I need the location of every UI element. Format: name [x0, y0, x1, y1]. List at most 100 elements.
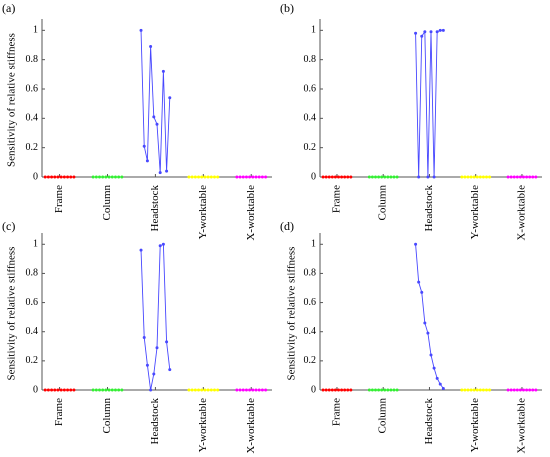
point — [155, 122, 159, 126]
point — [197, 388, 201, 392]
point — [472, 175, 476, 179]
point — [349, 175, 353, 179]
x-tick-label: Column — [101, 398, 113, 434]
point — [528, 175, 532, 179]
point — [235, 388, 239, 392]
point — [343, 175, 347, 179]
panel-label: (d) — [280, 219, 294, 233]
point — [241, 175, 245, 179]
point — [340, 388, 344, 392]
point — [522, 388, 525, 392]
point — [120, 175, 124, 179]
y-tick-label: 0.6 — [26, 83, 39, 94]
point — [374, 388, 377, 392]
series-line — [140, 30, 171, 173]
point — [206, 388, 210, 392]
point — [478, 388, 482, 392]
point — [187, 175, 191, 179]
point — [216, 388, 220, 392]
point — [56, 175, 60, 179]
point — [389, 388, 393, 392]
point — [53, 175, 57, 179]
point — [251, 175, 255, 179]
point — [139, 248, 143, 252]
point — [383, 175, 387, 179]
point — [69, 175, 73, 179]
point — [145, 363, 149, 367]
point — [466, 175, 470, 179]
point — [216, 175, 220, 179]
y-tick-label: 0.8 — [26, 54, 39, 65]
point — [206, 175, 210, 179]
point — [257, 388, 261, 392]
point — [110, 175, 114, 179]
point — [324, 388, 328, 392]
point — [66, 175, 70, 179]
y-tick-label: 1 — [311, 239, 316, 250]
point — [330, 175, 334, 179]
y-tick-label: 0.8 — [304, 268, 317, 279]
point — [392, 175, 396, 179]
point — [203, 175, 207, 179]
y-tick-label: 0.2 — [26, 355, 39, 366]
point — [158, 171, 162, 175]
point — [66, 388, 70, 392]
point — [260, 175, 264, 179]
point — [469, 175, 473, 179]
point — [525, 175, 529, 179]
y-tick-label: 0 — [311, 171, 316, 182]
point — [395, 175, 399, 179]
point — [472, 388, 476, 392]
x-tick-label: Headstock — [149, 185, 161, 232]
point — [101, 388, 105, 392]
point — [346, 388, 350, 392]
point — [94, 175, 98, 179]
point — [481, 175, 485, 179]
y-tick-label: 0.4 — [304, 113, 317, 124]
point — [370, 388, 374, 392]
point — [367, 388, 371, 392]
point — [441, 28, 445, 32]
point — [515, 388, 519, 392]
panel-label: (c) — [2, 219, 15, 233]
y-tick-label: 0.8 — [304, 54, 317, 65]
point — [264, 388, 268, 392]
point — [241, 388, 245, 392]
y-tick-label: 0.2 — [26, 142, 39, 153]
point — [110, 388, 114, 392]
point — [161, 69, 165, 73]
point — [463, 388, 467, 392]
x-tick-label: Frame — [330, 185, 342, 213]
y-tick-label: 0.8 — [26, 268, 39, 279]
point — [380, 388, 384, 392]
point — [98, 175, 101, 179]
point — [333, 388, 337, 392]
point — [346, 175, 350, 179]
y-tick-label: 0 — [311, 384, 316, 395]
y-axis-label: Sensitivity of relative stiffness — [6, 247, 18, 381]
x-tick-label: Frame — [53, 398, 65, 426]
point — [94, 388, 98, 392]
point — [59, 175, 63, 179]
point — [197, 175, 201, 179]
point — [337, 175, 340, 179]
point — [101, 175, 105, 179]
x-tick-label: Y-worktable — [197, 398, 209, 452]
point — [432, 175, 436, 179]
point — [438, 382, 442, 386]
x-tick-label: Column — [377, 185, 389, 221]
x-tick-label: X-worktable — [245, 185, 257, 241]
point — [53, 388, 57, 392]
point — [203, 388, 207, 392]
point — [534, 388, 538, 392]
point — [395, 388, 399, 392]
point — [98, 388, 101, 392]
y-tick-label: 0.6 — [304, 83, 317, 94]
x-tick-label: Headstock — [149, 398, 161, 445]
point — [522, 175, 525, 179]
point — [50, 388, 54, 392]
point — [531, 388, 535, 392]
point — [377, 388, 381, 392]
point — [478, 175, 482, 179]
